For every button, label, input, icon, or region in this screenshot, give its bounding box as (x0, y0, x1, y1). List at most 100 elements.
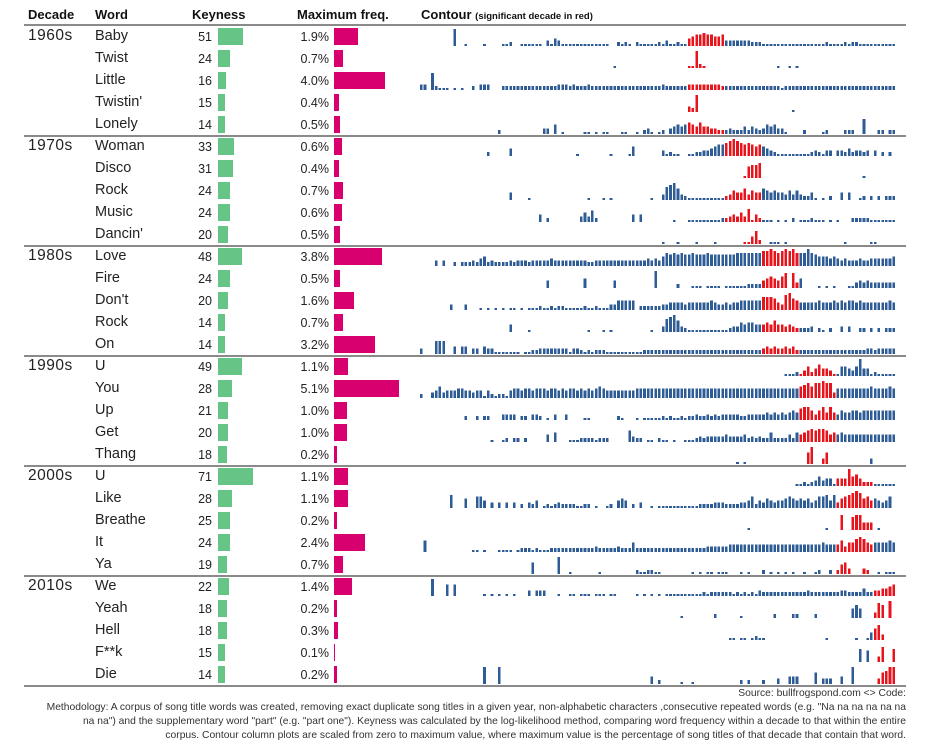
contour-bar-2001 (840, 540, 843, 552)
contour-bar-1915 (520, 86, 523, 90)
contour-bar-1953 (661, 350, 665, 354)
contour-bar-1937 (602, 548, 605, 552)
contour-bar-2004 (851, 608, 855, 618)
contour-bar-1946 (635, 418, 639, 420)
contour-bar-1994 (814, 544, 817, 552)
contour-bar-2012 (881, 220, 884, 222)
contour-bar-1937 (602, 330, 605, 332)
contour-bar-1947 (639, 306, 643, 310)
contour-bar-1964 (702, 350, 706, 354)
contour-bar-1919 (535, 500, 538, 508)
contour-bar-2012 (881, 646, 884, 662)
contour-bar-1983 (773, 388, 776, 398)
contour-bar-1958 (680, 416, 683, 420)
contour-bar-1981 (766, 86, 769, 90)
contour-bar-1938 (606, 506, 609, 508)
contour-bar-1968 (717, 416, 721, 420)
contour-bar-1960 (687, 220, 691, 222)
contour-bar-1970 (725, 350, 728, 354)
contour-bar-1961 (691, 198, 695, 200)
contour-bar-1997 (825, 452, 829, 464)
word-label: Music (95, 204, 133, 220)
contour-bar-2003 (847, 469, 851, 486)
group-rule (24, 245, 906, 247)
keyness-value: 24 (198, 52, 212, 66)
contour-bar-2014 (888, 484, 892, 486)
keyness-value: 16 (198, 74, 212, 88)
contour-bar-1916 (524, 388, 527, 398)
contour-bar-1901 (468, 390, 471, 398)
contour-bar-1945 (632, 86, 635, 90)
contour-bar-2015 (892, 410, 895, 420)
max-freq-value: 0.2% (300, 668, 330, 682)
contour-bar-2010 (873, 628, 877, 640)
contour-bar-1984 (777, 192, 780, 200)
contour-bar-2003 (847, 568, 851, 574)
contour-bar-1952 (658, 86, 661, 90)
contour-bar-2005 (855, 604, 858, 618)
contour-bar-1988 (792, 614, 795, 618)
contour-bar-1937 (602, 594, 605, 596)
contour-bar-1923 (550, 306, 553, 310)
contour-bar-1988 (792, 410, 795, 420)
contour-bar-1943 (624, 352, 628, 354)
contour-bar-2003 (847, 592, 851, 596)
contour-bar-1922 (546, 128, 550, 134)
contour-bar-1954 (665, 318, 669, 332)
contour-bar-1929 (572, 504, 576, 508)
contour-bar-2003 (847, 260, 851, 266)
contour-bar-2001 (840, 350, 843, 354)
contour-bar-1998 (829, 328, 832, 332)
contour-bar-1994 (814, 44, 817, 46)
contour-bar-1910 (501, 262, 505, 266)
max-freq-bar (334, 94, 340, 111)
word-label: Thang (95, 446, 137, 462)
contour-bar-2001 (840, 478, 843, 486)
contour-bar-1957 (676, 320, 680, 332)
contour-bar-2011 (877, 388, 881, 398)
contour-bar-1920 (539, 590, 542, 596)
contour-bar-2000 (836, 570, 840, 574)
contour-bar-2005 (855, 434, 858, 442)
contour-bar-1926 (561, 548, 564, 552)
max-freq-value: 0.4% (300, 162, 330, 176)
contour-bar-1989 (795, 300, 799, 310)
contour-bar-1984 (777, 388, 780, 398)
contour-bar-2005 (855, 282, 858, 288)
contour-bar-1946 (635, 594, 639, 596)
contour-bar-1961 (691, 506, 695, 508)
contour-bar-1977 (751, 144, 754, 156)
contour-bar-1954 (665, 506, 669, 508)
contour-bar-1972 (732, 594, 736, 596)
keyness-bar (218, 666, 225, 683)
contour-bar-2015 (892, 348, 895, 354)
keyness-value: 14 (198, 118, 212, 132)
contour-bar-1949 (646, 388, 650, 398)
keyness-bar (218, 116, 225, 133)
contour-bar-1963 (699, 64, 702, 68)
contour-bar-1961 (691, 220, 695, 222)
contour-bar-1931 (580, 506, 583, 508)
contour-bar-1994 (814, 672, 817, 684)
contour-bar-1963 (699, 220, 702, 222)
contour-bar-1936 (598, 350, 602, 354)
keyness-bar (218, 292, 228, 309)
contour-bar-1912 (509, 390, 512, 398)
contour-plot (464, 406, 895, 420)
max-freq-bar (334, 182, 343, 199)
contour-bar-1920 (539, 86, 542, 90)
contour-bar-1958 (680, 594, 683, 596)
contour-bar-1923 (550, 506, 553, 508)
contour-bar-1996 (821, 592, 825, 596)
contour-bar-1989 (795, 44, 799, 46)
contour-bar-1978 (754, 252, 758, 266)
contour-bar-1987 (788, 544, 791, 552)
contour-bar-1905 (483, 256, 486, 266)
contour-bar-1933 (587, 350, 590, 354)
contour-bar-1927 (565, 44, 568, 46)
contour-plot (546, 271, 895, 288)
contour-bar-1935 (594, 132, 598, 134)
contour-bar-1914 (516, 352, 520, 354)
contour-bar-1960 (687, 302, 691, 310)
max-freq-value: 0.5% (300, 118, 330, 132)
